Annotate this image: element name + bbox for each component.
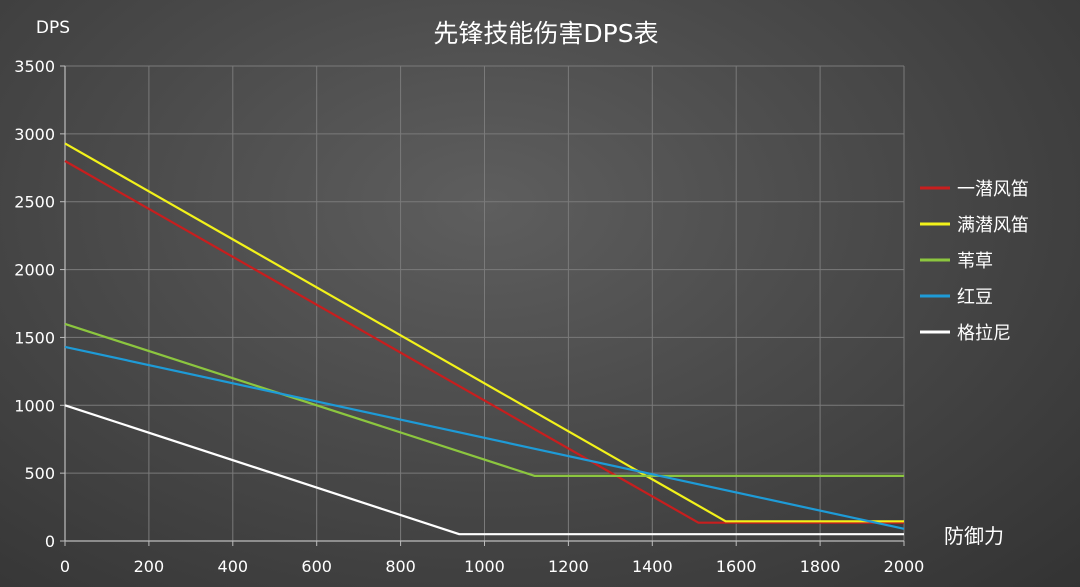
y-tick-label: 3500: [14, 57, 55, 76]
series-lines: [64, 142, 905, 536]
x-tick-label: 200: [134, 557, 165, 576]
x-tick-label: 800: [385, 557, 416, 576]
legend-label-2: 苇草: [957, 251, 993, 272]
x-tick-label: 400: [218, 557, 249, 576]
chart-title: 先锋技能伤害DPS表: [433, 19, 658, 48]
series-line-2: [64, 322, 904, 477]
y-axis-title: DPS: [36, 18, 70, 38]
y-tick-label: 2500: [14, 193, 55, 212]
legend-label-3: 红豆: [957, 287, 993, 308]
x-tick-label: 2000: [884, 557, 925, 576]
y-tick-label: 0: [45, 532, 55, 551]
axes: [60, 65, 905, 546]
x-tick-label: 1200: [548, 557, 589, 576]
tick-labels: 0 200 400 600 800 1000 1200 1400 1600 1800 2000 0 50…: [14, 57, 924, 576]
series-line-3: [64, 345, 905, 530]
legend-label-1: 满潜风笛: [957, 215, 1029, 236]
y-tick-label: 3000: [14, 125, 55, 144]
series-line-4: [64, 404, 904, 536]
legend-label-4: 格拉尼: [957, 323, 1011, 344]
y-tick-label: 2000: [14, 261, 55, 280]
grid-lines: [65, 65, 905, 541]
x-tick-label: 1800: [800, 557, 841, 576]
x-tick-label: 0: [60, 557, 70, 576]
series-line-1: [64, 142, 904, 523]
x-tick-label: 1400: [632, 557, 673, 576]
x-tick-label: 1600: [716, 557, 757, 576]
x-tick-label: 600: [301, 557, 332, 576]
series-line-0: [64, 160, 904, 524]
x-tick-label: 1000: [464, 557, 505, 576]
legend-label-0: 一潜风笛: [957, 179, 1029, 200]
y-tick-label: 500: [24, 464, 55, 483]
x-axis-title: 防御力: [944, 524, 1004, 548]
y-tick-label: 1500: [14, 328, 55, 347]
y-tick-label: 1000: [14, 396, 55, 415]
